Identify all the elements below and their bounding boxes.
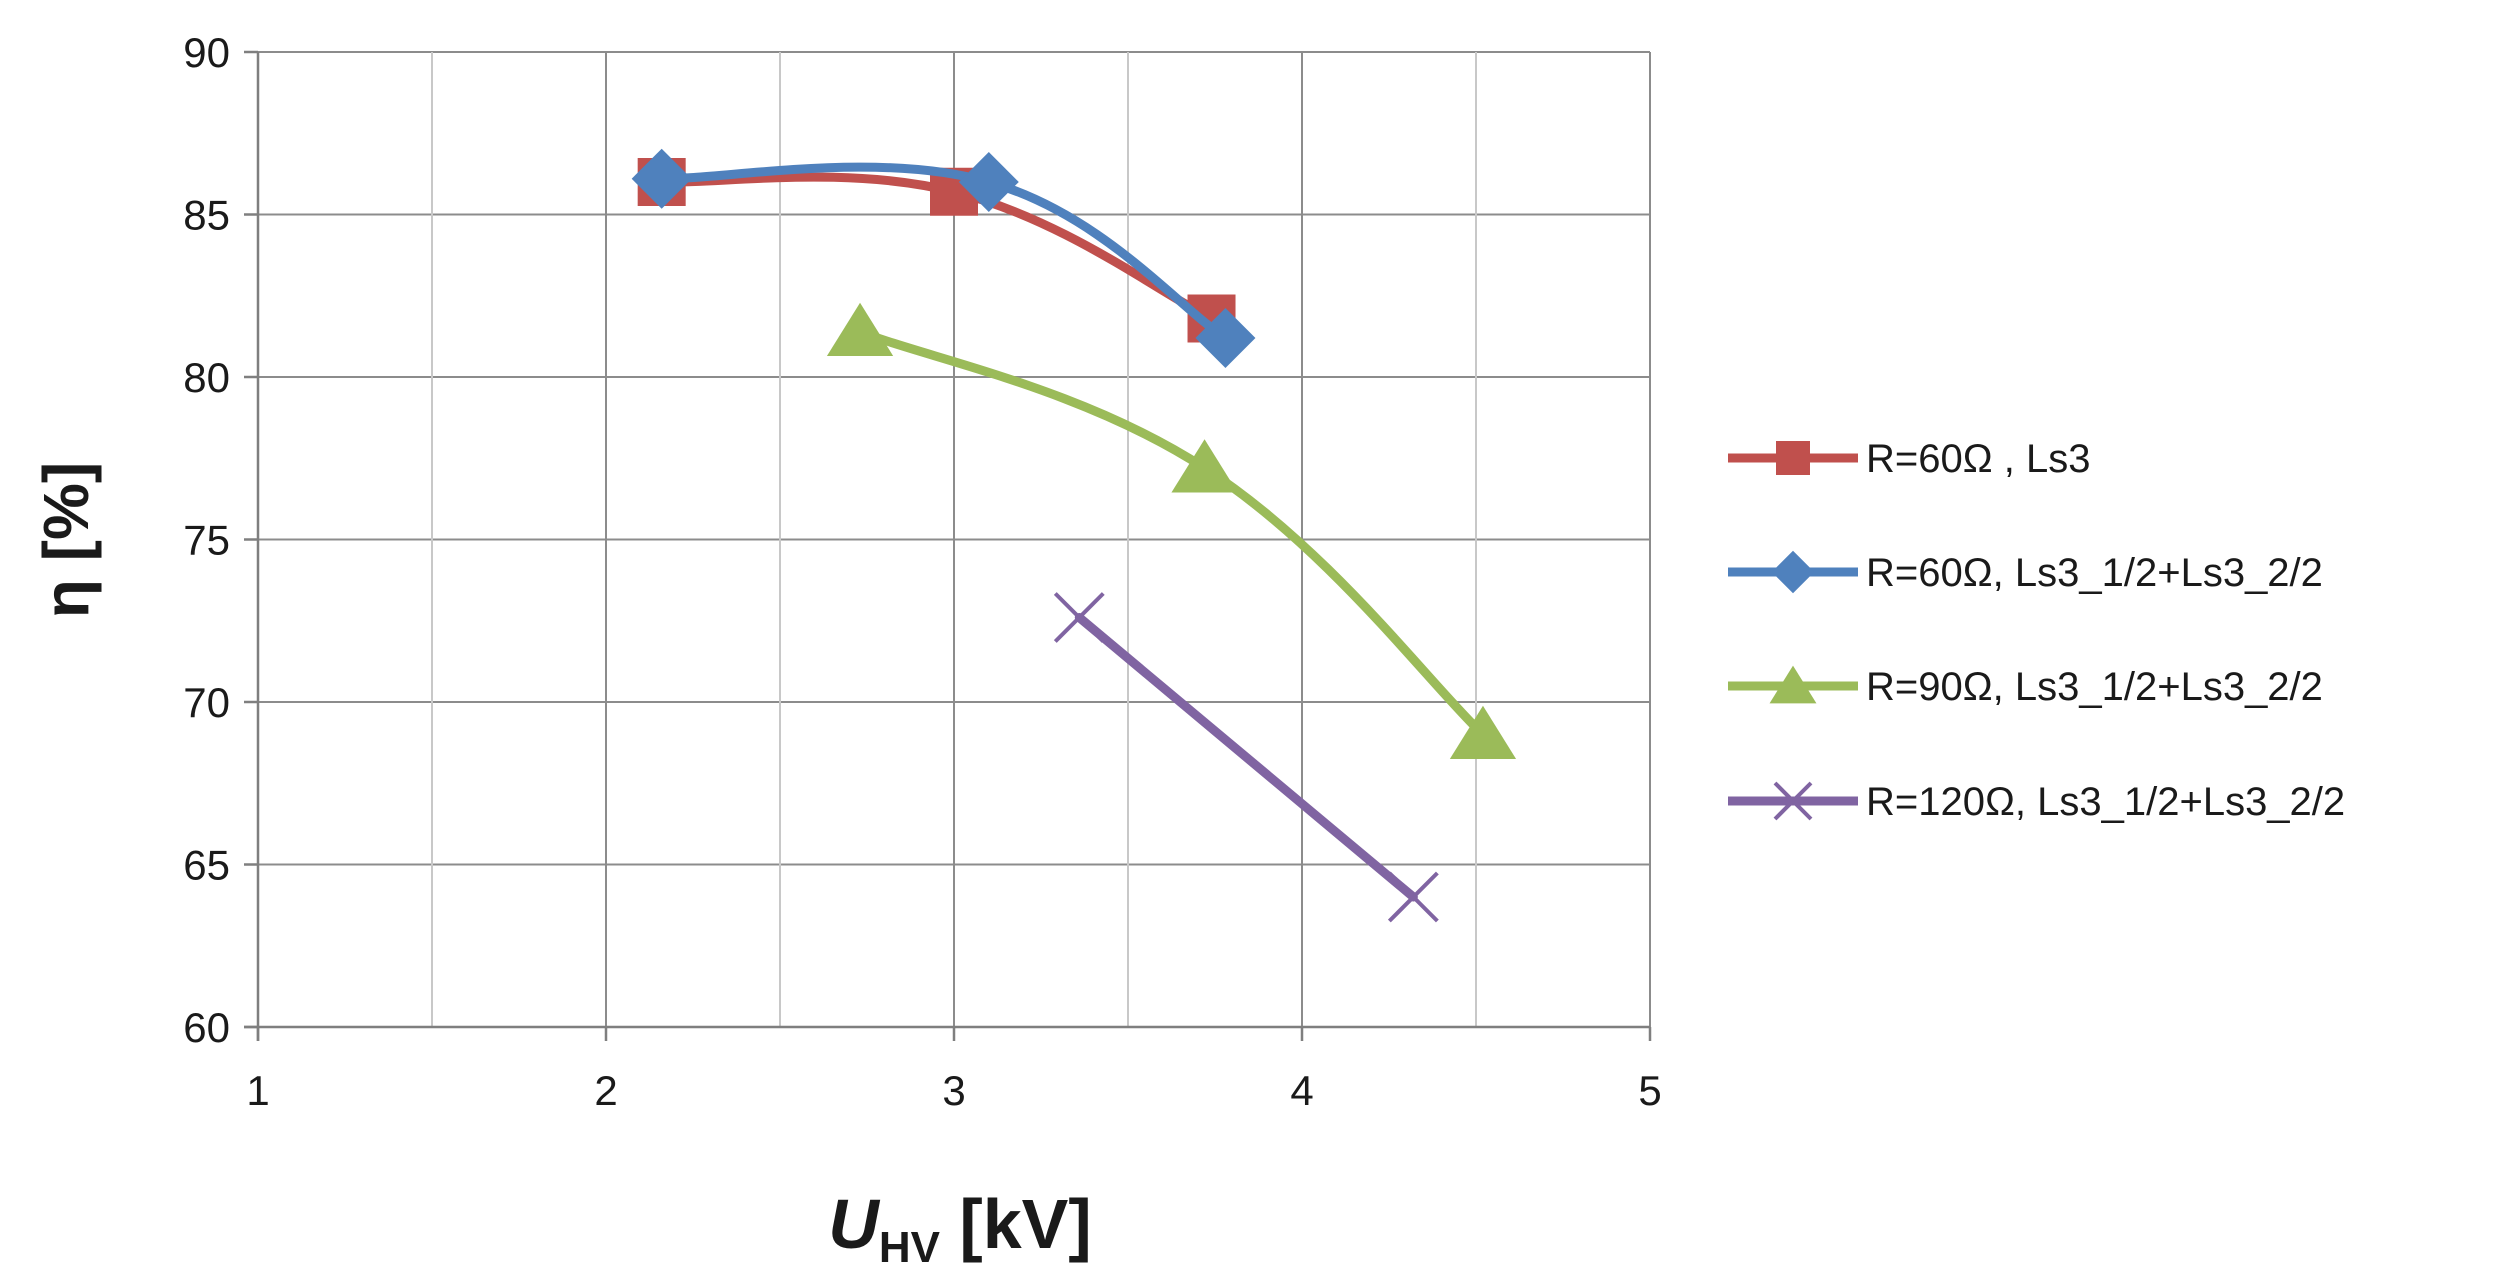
y-tick-label: 70: [183, 679, 230, 726]
legend-marker: [1771, 550, 1815, 594]
legend-marker: [1769, 665, 1817, 704]
x-tick-label: 5: [1638, 1067, 1661, 1114]
x-axis-title-sub: HV: [879, 1223, 941, 1272]
legend: R=60Ω , Ls3 R=60Ω, Ls3_1/2+Ls3_2/2 R=90Ω, …: [1728, 437, 2345, 824]
series-3: [826, 302, 1517, 759]
series-4: [1053, 592, 1439, 923]
y-tick-label: 75: [183, 517, 230, 564]
y-tick-label: 80: [183, 354, 230, 401]
series-3-point: [826, 302, 894, 356]
series-4-point-stroke: [1387, 871, 1439, 923]
legend-label: R=120Ω, Ls3_1/2+Ls3_2/2: [1866, 780, 2345, 824]
legend-label: R=60Ω , Ls3: [1866, 437, 2090, 481]
x-axis-title-rest: [kV]: [940, 1185, 1092, 1263]
y-tick-label: 85: [183, 192, 230, 239]
series-layer: [631, 148, 1517, 923]
x-tick-label: 4: [1290, 1067, 1313, 1114]
series-2-point: [631, 148, 692, 209]
y-tick-label: 60: [183, 1004, 230, 1051]
legend-label: R=90Ω, Ls3_1/2+Ls3_2/2: [1866, 665, 2323, 709]
legend-item-2: R=60Ω, Ls3_1/2+Ls3_2/2: [1728, 550, 2323, 595]
legend-item-4: R=120Ω, Ls3_1/2+Ls3_2/2: [1728, 780, 2345, 824]
y-axis-title: η [%]: [30, 462, 102, 618]
series-2: [631, 148, 1256, 368]
y-tick-label: 65: [183, 842, 230, 889]
legend-label: R=60Ω, Ls3_1/2+Ls3_2/2: [1866, 551, 2323, 595]
series-2-point: [1195, 308, 1256, 368]
series-3-point: [1449, 705, 1517, 759]
series-2-point: [958, 152, 1019, 212]
legend-item-3: R=90Ω, Ls3_1/2+Ls3_2/2: [1728, 665, 2323, 709]
x-tick-label: 3: [942, 1067, 965, 1114]
legend-marker: [1776, 441, 1810, 475]
x-tick-label: 1: [246, 1067, 269, 1114]
legend-item-1: R=60Ω , Ls3: [1728, 437, 2090, 481]
series-3-point: [1171, 439, 1238, 493]
y-tick-label: 90: [183, 29, 230, 76]
series-4-point: [1387, 871, 1439, 923]
x-axis-title: UHV [kV]: [828, 1185, 1091, 1272]
x-tick-label: 2: [594, 1067, 617, 1114]
legend-marker-stroke: [1773, 781, 1813, 821]
x-axis-title-main: U: [828, 1185, 880, 1263]
axes: 60 65 70 75 80 85 90 1 2 3 4 5: [183, 29, 1661, 1114]
series-4-point: [1053, 592, 1105, 643]
series-4-line: [1074, 613, 1418, 902]
series-4-point-stroke: [1053, 592, 1105, 643]
legend-marker: [1773, 781, 1813, 821]
